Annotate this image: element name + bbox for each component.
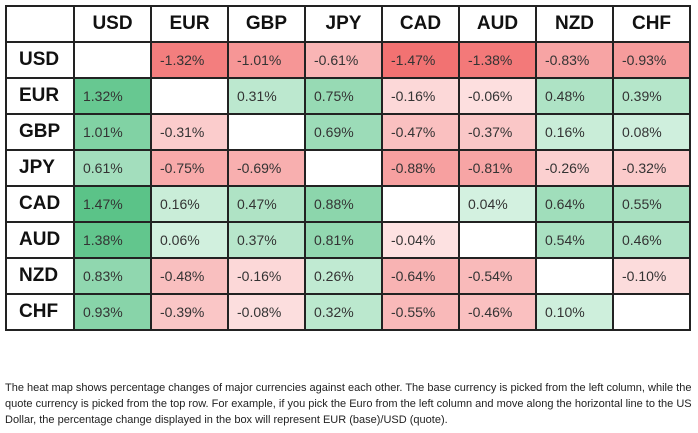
cell: 0.10% — [535, 293, 614, 331]
column-header: EUR — [150, 5, 229, 43]
row: AUD 1.38% 0.06% 0.37% 0.81% -0.04% 0.54% 0.46% — [5, 221, 691, 259]
cell: 0.69% — [304, 113, 383, 151]
cell: -0.46% — [458, 293, 537, 331]
row-header: CAD — [5, 185, 75, 223]
cell: -1.01% — [227, 41, 306, 79]
cell: -0.39% — [150, 293, 229, 331]
cell: 0.04% — [458, 185, 537, 223]
row-header: AUD — [5, 221, 75, 259]
cell: -0.48% — [150, 257, 229, 295]
empty-cell — [458, 221, 537, 259]
cell: -0.08% — [227, 293, 306, 331]
cell: -0.83% — [535, 41, 614, 79]
cell: -1.32% — [150, 41, 229, 79]
row: USD -1.32% -1.01% -0.61% -1.47% -1.38% -0.83% -… — [5, 41, 691, 79]
empty-cell — [304, 149, 383, 187]
cell: -0.16% — [381, 77, 460, 115]
cell: 1.47% — [73, 185, 152, 223]
cell: 0.54% — [535, 221, 614, 259]
cell: 0.08% — [612, 113, 691, 151]
cell: -0.75% — [150, 149, 229, 187]
heat-map: USD EUR GBP JPY CAD AUD NZD CHF USD -1.32% -1.01%… — [5, 5, 691, 331]
cell: 0.83% — [73, 257, 152, 295]
cell: 0.06% — [150, 221, 229, 259]
cell: 0.32% — [304, 293, 383, 331]
column-header: JPY — [304, 5, 383, 43]
column-header: CAD — [381, 5, 460, 43]
empty-cell — [612, 293, 691, 331]
row-header: JPY — [5, 149, 75, 187]
cell: -0.88% — [381, 149, 460, 187]
cell: -0.26% — [535, 149, 614, 187]
cell: 0.88% — [304, 185, 383, 223]
column-header: GBP — [227, 5, 306, 43]
cell: 0.81% — [304, 221, 383, 259]
table-body: USD -1.32% -1.01% -0.61% -1.47% -1.38% -0.83% -… — [5, 41, 691, 331]
cell: -0.64% — [381, 257, 460, 295]
cell: -0.55% — [381, 293, 460, 331]
column-header: USD — [73, 5, 152, 43]
empty-cell — [381, 185, 460, 223]
cell: -0.81% — [458, 149, 537, 187]
row-header: USD — [5, 41, 75, 79]
cell: 0.75% — [304, 77, 383, 115]
row: EUR 1.32% 0.31% 0.75% -0.16% -0.06% 0.48% 0.39% — [5, 77, 691, 115]
column-header: NZD — [535, 5, 614, 43]
row-header: GBP — [5, 113, 75, 151]
cell: -0.54% — [458, 257, 537, 295]
cell: 0.47% — [227, 185, 306, 223]
cell: 1.38% — [73, 221, 152, 259]
cell: 0.61% — [73, 149, 152, 187]
cell: -0.31% — [150, 113, 229, 151]
row-header: NZD — [5, 257, 75, 295]
corner-cell — [5, 5, 75, 43]
row: JPY 0.61% -0.75% -0.69% -0.88% -0.81% -0.26% -0… — [5, 149, 691, 187]
row: GBP 1.01% -0.31% 0.69% -0.47% -0.37% 0.16% 0.08… — [5, 113, 691, 151]
row-header: CHF — [5, 293, 75, 331]
header-row: USD EUR GBP JPY CAD AUD NZD CHF — [5, 5, 691, 43]
column-header: AUD — [458, 5, 537, 43]
cell: -0.69% — [227, 149, 306, 187]
cell: -0.93% — [612, 41, 691, 79]
footnote: The heat map shows percentage changes of… — [5, 382, 692, 426]
cell: -1.47% — [381, 41, 460, 79]
cell: 0.64% — [535, 185, 614, 223]
empty-cell — [73, 41, 152, 79]
cell: 0.16% — [535, 113, 614, 151]
cell: 0.16% — [150, 185, 229, 223]
cell: -0.47% — [381, 113, 460, 151]
cell: 0.39% — [612, 77, 691, 115]
row: NZD 0.83% -0.48% -0.16% 0.26% -0.64% -0.54% -0.… — [5, 257, 691, 295]
row: CHF 0.93% -0.39% -0.08% 0.32% -0.55% -0.46% 0.1… — [5, 293, 691, 331]
cell: 0.46% — [612, 221, 691, 259]
cell: 0.37% — [227, 221, 306, 259]
empty-cell — [227, 113, 306, 151]
cell: -0.04% — [381, 221, 460, 259]
column-header: CHF — [612, 5, 691, 43]
cell: 0.55% — [612, 185, 691, 223]
cell: -0.37% — [458, 113, 537, 151]
cell: 0.26% — [304, 257, 383, 295]
cell: 1.32% — [73, 77, 152, 115]
row-header: EUR — [5, 77, 75, 115]
cell: 0.48% — [535, 77, 614, 115]
cell: -0.10% — [612, 257, 691, 295]
cell: -1.38% — [458, 41, 537, 79]
cell: -0.06% — [458, 77, 537, 115]
empty-cell — [150, 77, 229, 115]
cell: 0.93% — [73, 293, 152, 331]
cell: -0.61% — [304, 41, 383, 79]
cell: -0.32% — [612, 149, 691, 187]
cell: 0.31% — [227, 77, 306, 115]
row: CAD 1.47% 0.16% 0.47% 0.88% 0.04% 0.64% 0.55% — [5, 185, 691, 223]
empty-cell — [535, 257, 614, 295]
cell: 1.01% — [73, 113, 152, 151]
cell: -0.16% — [227, 257, 306, 295]
